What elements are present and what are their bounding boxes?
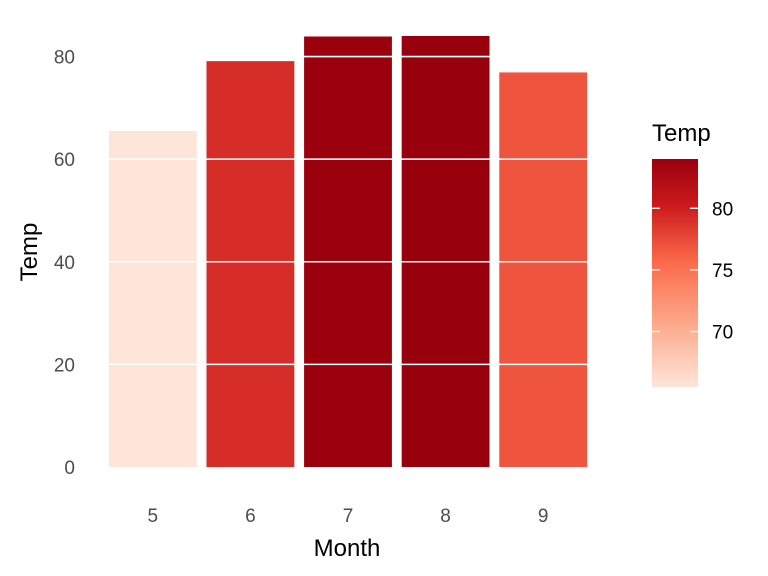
bars-group: [108, 36, 588, 468]
bar-month-8: [401, 36, 490, 467]
x-axis-ticks: 5 6 7 8 9: [148, 506, 549, 527]
y-tick-label: 60: [54, 150, 75, 171]
legend-ticks: 70 75 80: [652, 199, 733, 344]
y-tick-label: 40: [54, 253, 75, 274]
y-axis-title: Temp: [16, 223, 43, 282]
bar-month-5: [108, 130, 197, 468]
color-legend: Temp 70 75 80: [652, 120, 733, 387]
x-tick-label: 5: [148, 506, 159, 527]
x-tick-label: 6: [245, 506, 256, 527]
x-tick-label: 7: [343, 506, 354, 527]
y-axis-ticks: 0 20 40 60 80: [54, 48, 75, 479]
legend-tick-label: 70: [712, 323, 733, 344]
x-axis-title: Month: [314, 535, 381, 562]
legend-tick-label: 75: [712, 261, 733, 282]
bar-month-7: [304, 36, 392, 468]
y-tick-label: 0: [64, 458, 75, 479]
x-tick-label: 9: [538, 506, 549, 527]
y-tick-label: 80: [54, 48, 75, 69]
bar-month-6: [206, 61, 295, 468]
y-tick-label: 20: [54, 355, 75, 376]
gridlines-group: [104, 55, 592, 366]
legend-tick-label: 80: [712, 199, 733, 220]
bar-month-9: [499, 72, 588, 468]
legend-colorbar: [652, 159, 698, 387]
legend-title: Temp: [652, 120, 711, 147]
x-tick-label: 8: [440, 506, 451, 527]
